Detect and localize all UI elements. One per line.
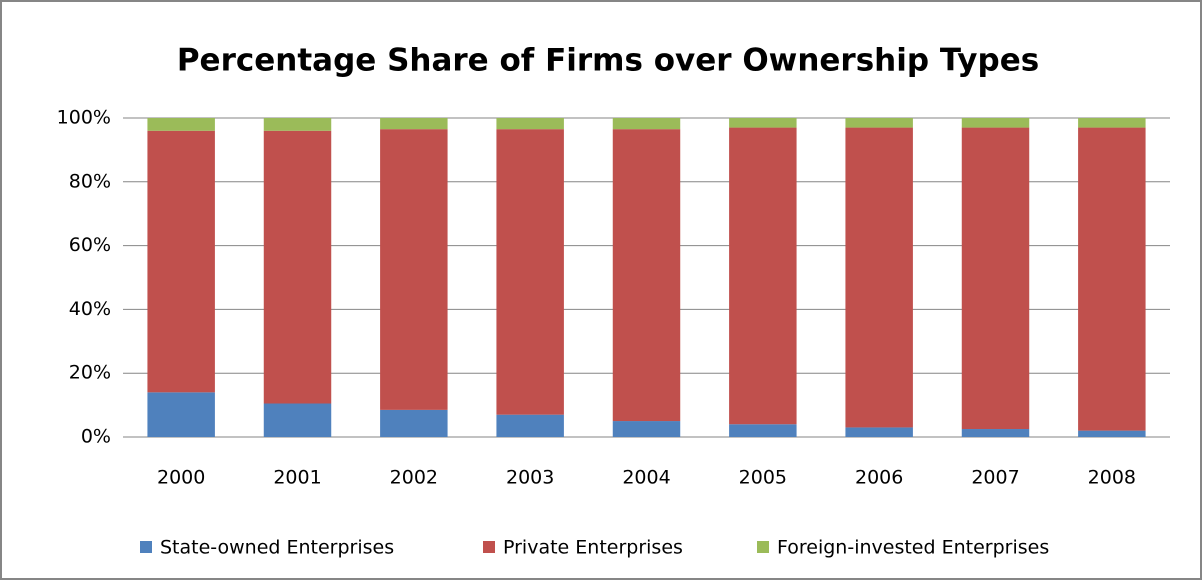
y-tick-label: 60% xyxy=(69,234,111,256)
x-tick-label: 2000 xyxy=(157,467,205,489)
bar-segment xyxy=(961,127,1030,430)
bar-segment xyxy=(147,118,215,131)
bar-segment xyxy=(147,130,215,393)
bar-segment xyxy=(1078,430,1146,437)
bar-segment xyxy=(263,403,332,437)
x-tick-label: 2002 xyxy=(390,467,438,489)
bar-segment xyxy=(496,129,564,415)
bar-segment xyxy=(729,118,797,128)
bar-segment xyxy=(845,118,913,128)
legend-swatch xyxy=(140,541,152,553)
bar-segment xyxy=(380,129,448,410)
legend-label: State-owned Enterprises xyxy=(160,537,394,559)
x-tick-label: 2005 xyxy=(739,467,787,489)
bar-segment xyxy=(1078,127,1146,431)
legend-label: Foreign-invested Enterprises xyxy=(777,537,1049,559)
bar-segment xyxy=(845,127,913,428)
bar-segment xyxy=(845,427,913,437)
bar-segment xyxy=(263,118,332,131)
chart-title: Percentage Share of Firms over Ownership… xyxy=(177,43,1039,79)
bar-segment xyxy=(263,130,332,404)
bar-segment xyxy=(496,414,564,437)
legend-swatch xyxy=(483,541,495,553)
x-tick-label: 2001 xyxy=(273,467,321,489)
x-tick-label: 2003 xyxy=(506,467,554,489)
bar-segment xyxy=(961,429,1030,437)
x-tick-label: 2008 xyxy=(1088,467,1136,489)
legend-label: Private Enterprises xyxy=(503,537,683,559)
legend-swatch xyxy=(757,541,769,553)
bar-segment xyxy=(612,118,681,130)
y-tick-label: 100% xyxy=(57,107,111,129)
x-tick-label: 2007 xyxy=(971,467,1019,489)
bar-segment xyxy=(380,409,448,437)
y-tick-label: 80% xyxy=(69,170,111,192)
bar-segment xyxy=(612,129,681,422)
y-tick-label: 40% xyxy=(69,298,111,320)
x-tick-label: 2004 xyxy=(622,467,670,489)
bar-segment xyxy=(147,392,215,437)
bar-segment xyxy=(380,118,448,130)
bar-segment xyxy=(729,424,797,437)
bar-segment xyxy=(961,118,1030,128)
bar-segment xyxy=(612,421,681,437)
bar-segment xyxy=(496,118,564,130)
y-tick-label: 20% xyxy=(69,362,111,384)
y-tick-label: 0% xyxy=(81,426,111,448)
bar-segment xyxy=(1078,118,1146,128)
bar-segment xyxy=(729,127,797,425)
x-tick-label: 2006 xyxy=(855,467,903,489)
